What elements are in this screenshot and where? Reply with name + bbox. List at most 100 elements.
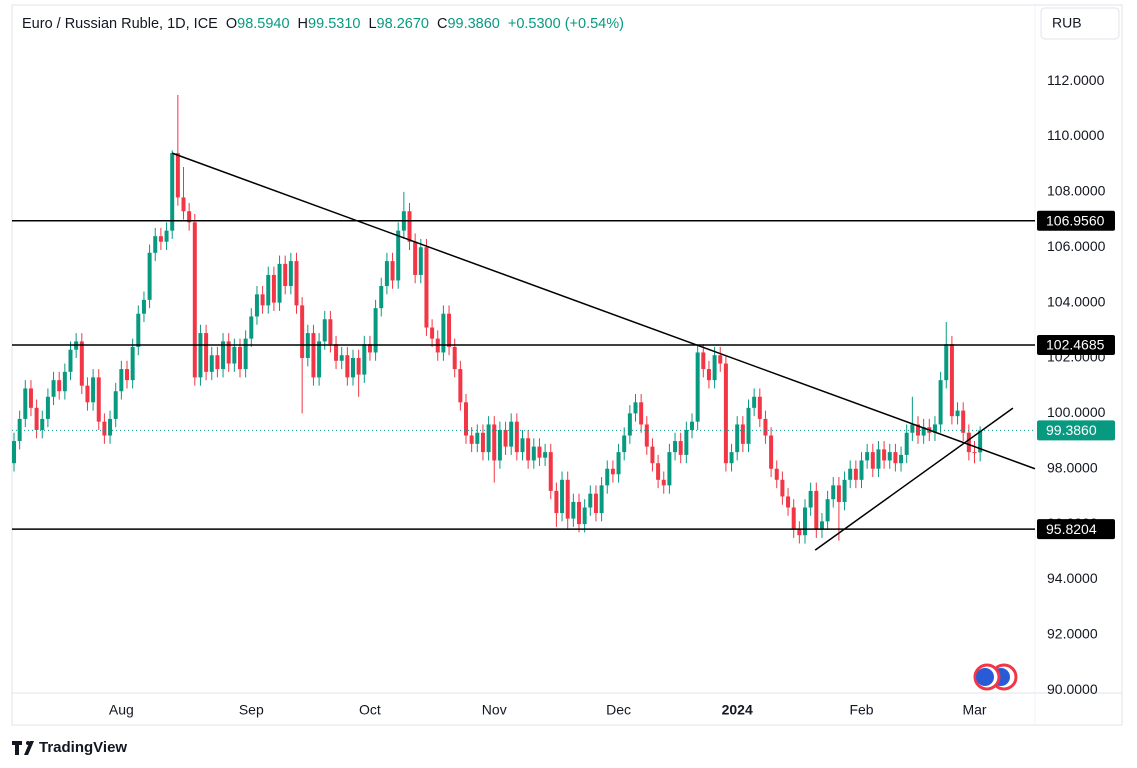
- candle-body: [232, 346, 237, 364]
- candle-body: [141, 299, 146, 314]
- candle-body: [424, 247, 429, 328]
- candle-body: [221, 341, 226, 370]
- candle-body: [204, 333, 209, 372]
- candle-body: [430, 327, 435, 339]
- candle-body: [633, 402, 638, 414]
- candle-body: [45, 396, 50, 419]
- candle-body: [814, 490, 819, 530]
- candle-body: [972, 452, 977, 454]
- y-tick-label: 108.0000: [1047, 183, 1106, 199]
- currency-button[interactable]: [1040, 7, 1120, 40]
- candle-body: [91, 377, 96, 403]
- candle-body: [373, 308, 378, 353]
- candle-body: [260, 294, 265, 306]
- candle-body: [85, 385, 90, 403]
- candle-body: [695, 352, 700, 422]
- candle-body: [622, 435, 627, 453]
- candle-body: [560, 479, 565, 514]
- trend-line: [171, 152, 1036, 470]
- last-price-label: 99.3860: [1046, 422, 1097, 438]
- candle-body: [40, 418, 45, 430]
- change: +0.5300 (+0.54%): [508, 16, 624, 32]
- candle-body: [673, 441, 678, 453]
- candle-body: [345, 355, 350, 378]
- candle-body: [17, 418, 22, 442]
- candle-body: [949, 344, 954, 417]
- candle-body: [130, 346, 135, 381]
- candle-body: [351, 357, 355, 378]
- candle-body: [639, 402, 644, 425]
- candle-body: [125, 369, 129, 381]
- candle-body: [706, 369, 711, 381]
- candle-body: [480, 432, 485, 453]
- brand: TradingView: [39, 739, 127, 756]
- candle-body: [164, 230, 169, 242]
- candle-body: [746, 407, 751, 444]
- candle-body: [848, 468, 853, 480]
- y-tick-label: 90.0000: [1047, 681, 1098, 697]
- candle-body: [701, 352, 706, 370]
- candle-body: [887, 452, 892, 461]
- candle-body: [740, 424, 745, 444]
- candle-body: [158, 236, 163, 242]
- candle-body: [79, 341, 84, 386]
- candle-body: [774, 468, 779, 480]
- candle-body: [407, 211, 412, 242]
- candle-body: [503, 429, 508, 447]
- close-label: C: [437, 16, 447, 32]
- symbol: Euro / Russian Ruble, 1D, ICE: [22, 16, 218, 32]
- candle-body: [23, 388, 28, 419]
- price-label: 95.8204: [1046, 521, 1097, 537]
- candle-body: [243, 338, 248, 370]
- candle-body: [769, 435, 774, 469]
- candle-body: [390, 261, 395, 281]
- candle-body: [932, 424, 937, 433]
- plot-area: [12, 94, 1036, 551]
- candle-body: [656, 463, 661, 480]
- candle-body: [441, 313, 446, 353]
- candle-body: [328, 319, 333, 345]
- candle-body: [786, 496, 791, 508]
- currency[interactable]: RUB: [1052, 15, 1082, 31]
- candle-body: [175, 153, 180, 198]
- candle-body: [486, 424, 491, 453]
- candle-body: [379, 286, 384, 309]
- candle-body: [757, 396, 762, 419]
- candle-body: [842, 479, 847, 502]
- candle-body: [723, 363, 728, 464]
- candle-body: [966, 432, 971, 453]
- candle-body: [593, 493, 598, 514]
- low-value: 98.2670: [377, 16, 429, 32]
- candle-body: [921, 427, 926, 436]
- candle-body: [147, 252, 152, 300]
- trend-line: [814, 407, 1014, 551]
- candle-body: [311, 333, 316, 378]
- candle-body: [28, 388, 33, 408]
- candle-body: [492, 424, 497, 461]
- candle-body: [944, 344, 949, 381]
- price-label: 106.9560: [1046, 212, 1105, 228]
- candle-body: [238, 346, 242, 370]
- candle-body: [198, 333, 203, 378]
- candle-body: [497, 429, 502, 461]
- candle-body: [181, 197, 186, 212]
- candle-body: [554, 490, 559, 514]
- candle-body: [62, 371, 67, 392]
- candle-body: [797, 529, 802, 536]
- candle-body: [458, 369, 463, 403]
- candle-body: [102, 421, 107, 436]
- price-label-box: [1037, 335, 1115, 356]
- candle-body: [254, 294, 259, 317]
- high-label: H: [298, 16, 308, 32]
- candle-body: [51, 380, 56, 397]
- x-tick-label: Aug: [109, 702, 134, 718]
- candle-body: [831, 485, 836, 500]
- candle-body: [961, 410, 966, 433]
- candle-body: [413, 241, 418, 275]
- open-value: 98.5940: [237, 16, 289, 32]
- candle-body: [322, 319, 327, 342]
- candle-body: [334, 344, 339, 361]
- candle-body: [667, 452, 672, 486]
- candle-body: [136, 313, 141, 347]
